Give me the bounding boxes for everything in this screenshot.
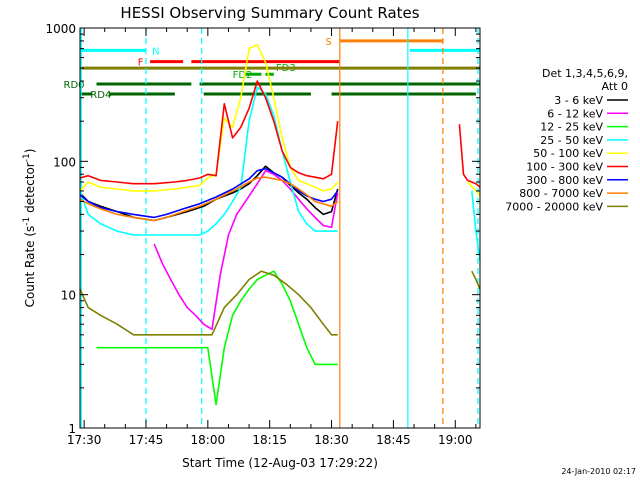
y-axis-label: Count Rate (s-1 detector-1) — [22, 149, 37, 308]
interval-f-label: F — [138, 58, 144, 69]
series-line — [79, 43, 481, 197]
interval-rd4-label: RD4 — [90, 90, 111, 101]
legend-entry-label: 12 - 25 keV — [540, 121, 603, 134]
y-tick-label: 1000 — [45, 22, 76, 36]
legend-entry-label: 800 - 7000 keV — [519, 187, 603, 200]
legend-entry-label: 25 - 50 keV — [540, 134, 603, 147]
x-tick-label: 17:45 — [129, 433, 164, 447]
legend-entry-label: 6 - 12 keV — [547, 107, 603, 120]
interval-s-label: S — [325, 37, 331, 48]
series-line — [79, 80, 481, 188]
x-tick-label: 18:30 — [314, 433, 349, 447]
vertical-markers — [80, 28, 479, 428]
x-tick-label: 18:45 — [376, 433, 411, 447]
interval-fd2-label: FD2 — [233, 70, 253, 81]
data-series — [79, 43, 481, 406]
legend-entry-label: 3 - 6 keV — [554, 94, 603, 107]
series-line — [79, 270, 481, 336]
y-tick-label: 1 — [68, 422, 76, 436]
x-tick-label: 18:15 — [252, 433, 287, 447]
x-tick-label: 19:00 — [438, 433, 473, 447]
legend-entry-label: 50 - 100 keV — [533, 147, 603, 160]
legend-entry-label: 300 - 800 keV — [526, 174, 603, 187]
plot-frame — [79, 27, 481, 429]
series-line — [79, 86, 481, 261]
y-tick-label: 10 — [61, 289, 76, 303]
chart-title: HESSI Observing Summary Count Rates — [120, 4, 419, 22]
y-tick-label: 100 — [53, 155, 76, 169]
legend-subtitle: Att 0 — [602, 80, 628, 93]
series-line — [96, 270, 338, 406]
y-axis: 1 10 100 1000 — [45, 22, 480, 436]
x-axis-label: Start Time (12-Aug-03 17:29:22) — [182, 456, 378, 470]
interval-n-label: N — [152, 46, 159, 57]
x-tick-label: 17:30 — [67, 433, 102, 447]
legend-entry-label: 100 - 300 keV — [526, 161, 603, 174]
legend-title: Det 1,3,4,5,6,9, — [542, 67, 628, 80]
series-line — [79, 176, 339, 222]
x-axis: 17:30 17:45 18:00 18:15 18:30 18:45 19:00 — [67, 28, 477, 447]
x-tick-label: 18:00 — [191, 433, 226, 447]
legend-entry-label: 7000 - 20000 keV — [505, 200, 603, 213]
series-line — [153, 169, 339, 331]
interval-rd0-label: RD0 — [64, 80, 85, 91]
timestamp: 24-Jan-2010 02:17 — [561, 467, 636, 476]
